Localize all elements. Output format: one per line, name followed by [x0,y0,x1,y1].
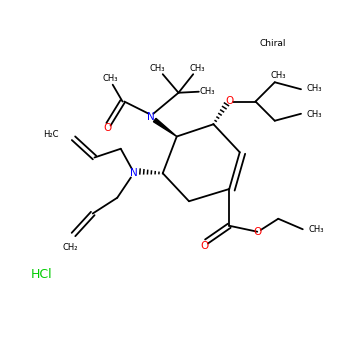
Text: O: O [201,241,209,251]
Text: N: N [130,168,138,178]
Text: CH₃: CH₃ [308,225,324,234]
Text: Chiral: Chiral [260,39,286,48]
Text: CH₃: CH₃ [307,110,322,119]
Polygon shape [153,118,177,136]
Text: CH₃: CH₃ [199,87,215,96]
Text: CH₂: CH₂ [62,243,78,252]
Text: CH₃: CH₃ [307,84,322,93]
Text: CH₃: CH₃ [271,71,286,80]
Text: O: O [253,227,261,237]
Text: CH₃: CH₃ [150,64,165,73]
Text: H₂C: H₂C [43,130,59,139]
Text: CH₃: CH₃ [190,64,205,73]
Text: O: O [225,97,233,106]
Text: CH₃: CH₃ [103,74,118,83]
Text: HCl: HCl [31,268,53,281]
Text: N: N [147,112,154,122]
Text: O: O [104,123,112,133]
